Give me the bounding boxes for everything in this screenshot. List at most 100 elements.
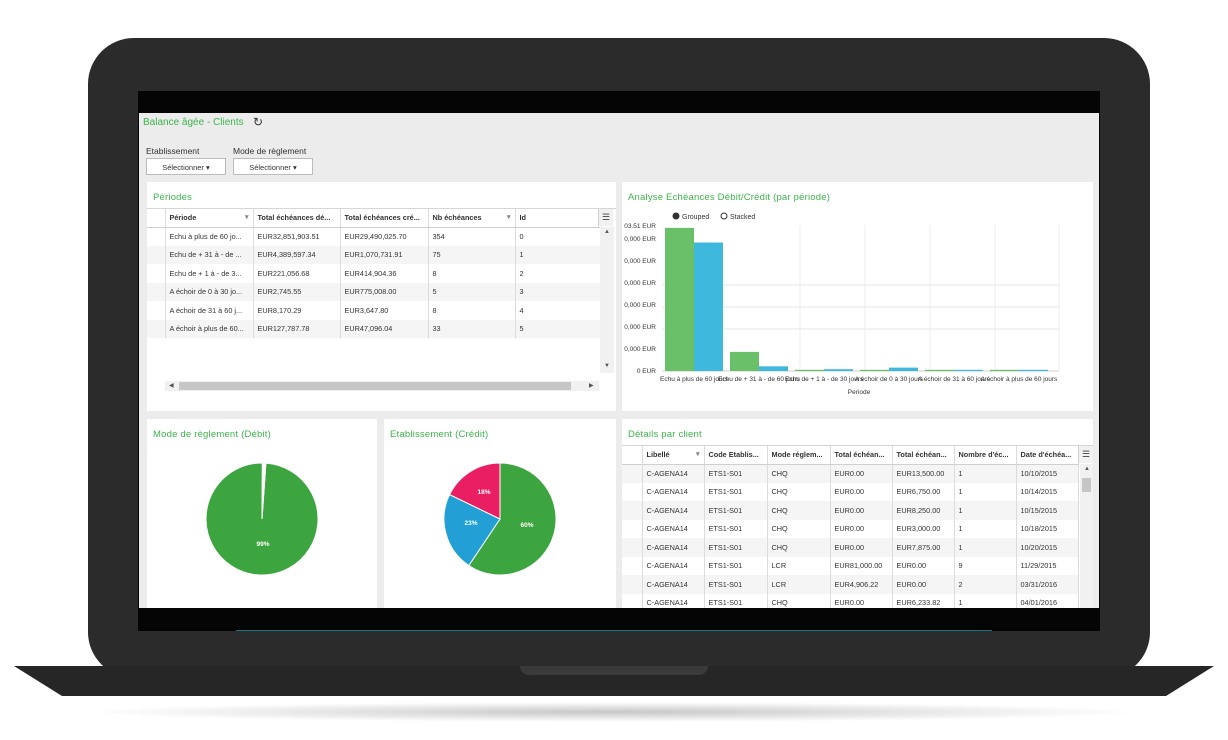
table-row[interactable]: A échoir de 31 à 60 j... EUR8,170.29 EUR… [147, 301, 602, 320]
table-cell: EUR6,233.82 [892, 593, 955, 608]
chevron-down-icon[interactable]: ▾ [506, 214, 511, 222]
column-header[interactable]: Code Etablis... [704, 446, 768, 465]
table-cell: 1 [954, 501, 1017, 520]
pie-slice-label: 23% [464, 520, 477, 527]
row-selector[interactable] [147, 245, 166, 264]
row-selector[interactable] [147, 319, 166, 338]
table-row[interactable]: C-AGENA14 ETS1-S01 LCR EUR81,000.00 EUR0… [622, 556, 1079, 575]
column-header[interactable]: Total échéan... [892, 446, 955, 465]
row-selector[interactable] [622, 482, 643, 501]
table-cell: C-AGENA14 [642, 464, 705, 483]
chevron-down-icon[interactable]: ▾ [695, 451, 700, 459]
table-row[interactable]: C-AGENA14 ETS1-S01 CHQ EUR0.00 EUR6,750.… [622, 482, 1079, 501]
etablissement-select-button[interactable]: Sélectionner ▾ [146, 158, 226, 175]
table-row[interactable]: Echu de + 31 à - de ... EUR4,389,597.34 … [147, 245, 602, 264]
table-row[interactable]: Echu à plus de 60 jo... EUR32,851,903.51… [147, 227, 602, 246]
bar [824, 369, 853, 371]
column-header-label: Libellé [646, 450, 670, 460]
row-selector[interactable] [147, 264, 166, 283]
table-cell: EUR414,904.36 [340, 264, 429, 283]
table-row[interactable]: C-AGENA14 ETS1-S01 CHQ EUR0.00 EUR13,500… [622, 464, 1079, 483]
table-cell: 10/18/2015 [1016, 519, 1079, 538]
pie-slice [448, 462, 501, 520]
table-cell: EUR0.00 [830, 482, 893, 501]
column-header[interactable]: Date d'échéa... [1016, 446, 1079, 465]
pie-slices [443, 462, 557, 576]
etab-credit-title: Etablissement (Crédit) [390, 429, 489, 440]
horizontal-scrollbar[interactable]: ◀ ▶ [165, 381, 599, 391]
scroll-up-icon[interactable]: ▲ [1084, 466, 1090, 472]
table-row[interactable]: C-AGENA14 ETS1-S01 CHQ EUR0.00 EUR6,233.… [622, 593, 1079, 608]
column-header[interactable]: Libellé ▾ [642, 446, 705, 465]
scroll-up-icon[interactable]: ▲ [604, 229, 610, 235]
vertical-scrollbar[interactable]: ▲ [1080, 464, 1093, 608]
table-cell: EUR3,000.00 [892, 519, 955, 538]
table-cell: A échoir à plus de 60... [165, 319, 254, 338]
table-cell: 75 [428, 245, 516, 264]
row-selector[interactable] [147, 301, 166, 320]
table-cell: EUR0.00 [830, 519, 893, 538]
row-selector[interactable] [622, 501, 643, 520]
column-header[interactable]: Nb échéances ▾ [428, 209, 516, 228]
row-selector[interactable] [622, 575, 643, 594]
table-row[interactable]: C-AGENA14 ETS1-S01 LCR EUR4,906.22 EUR0.… [622, 575, 1079, 594]
table-row[interactable]: Echu de + 1 à - de 3... EUR221,056.68 EU… [147, 264, 602, 283]
column-header[interactable]: Total échéances dé... [253, 209, 341, 228]
x-tick-label: A échoir de 0 à 30 jours [855, 376, 924, 383]
table-row[interactable]: C-AGENA14 ETS1-S01 CHQ EUR0.00 EUR8,250.… [622, 501, 1079, 520]
grouped-radio-icon[interactable] [672, 212, 680, 220]
row-selector[interactable] [622, 464, 643, 483]
etablissement-filter-label: Etablissement [146, 146, 200, 156]
column-header[interactable]: Période ▾ [165, 209, 254, 228]
bar [860, 369, 889, 371]
scroll-left-icon[interactable]: ◀ [169, 383, 174, 389]
mode-reglement-select-button[interactable]: Sélectionner ▾ [233, 158, 313, 175]
row-selector[interactable] [147, 282, 166, 301]
column-header[interactable]: Id [515, 209, 602, 228]
column-header[interactable]: Mode réglem... [767, 446, 831, 465]
refresh-icon[interactable]: ↻ [253, 115, 264, 129]
table-cell: 1 [515, 245, 602, 264]
row-selector[interactable] [622, 593, 643, 608]
vertical-scrollbar[interactable]: ▲ ▼ [600, 227, 614, 373]
column-header[interactable]: Nombre d'éc... [954, 446, 1017, 465]
bar [990, 369, 1019, 371]
scroll-down-icon[interactable]: ▼ [604, 363, 610, 369]
table-row[interactable]: C-AGENA14 ETS1-S01 CHQ EUR0.00 EUR3,000.… [622, 519, 1079, 538]
row-selector[interactable] [622, 538, 643, 557]
grid-menu-icon[interactable]: ☰ [1078, 446, 1093, 463]
row-selector[interactable] [622, 556, 643, 575]
column-header[interactable]: Total échéan... [830, 446, 893, 465]
table-cell: EUR0.00 [830, 501, 893, 520]
table-cell: EUR8,250.00 [892, 501, 955, 520]
table-cell: EUR0.00 [892, 556, 955, 575]
y-tick-label: 0,000 EUR [624, 258, 656, 265]
bar [925, 369, 954, 371]
grid-menu-icon[interactable]: ☰ [598, 209, 613, 226]
horizontal-scrollbar-thumb[interactable] [179, 382, 571, 390]
column-header[interactable]: Total échéances cré... [340, 209, 429, 228]
bar [889, 367, 918, 371]
table-row[interactable]: A échoir à plus de 60... EUR127,787.78 E… [147, 319, 602, 338]
scroll-right-icon[interactable]: ▶ [589, 383, 594, 389]
table-cell: 5 [515, 319, 602, 338]
row-selector[interactable] [622, 519, 643, 538]
pie-slice-label: 60% [520, 522, 533, 529]
table-cell: EUR32,851,903.51 [253, 227, 341, 246]
row-selector[interactable] [147, 227, 166, 246]
chevron-down-icon[interactable]: ▾ [244, 214, 249, 222]
bar [730, 351, 759, 371]
periodes-table: Période ▾ Total échéances dé... Total éch… [147, 209, 602, 338]
stacked-radio-icon[interactable] [720, 212, 728, 220]
table-row[interactable]: C-AGENA14 ETS1-S01 CHQ EUR0.00 EUR7,875.… [622, 538, 1079, 557]
vertical-scrollbar-thumb[interactable] [1082, 478, 1091, 492]
table-row[interactable]: A échoir de 0 à 30 jo... EUR2,745.55 EUR… [147, 282, 602, 301]
table-cell: 1 [954, 464, 1017, 483]
legend-grouped-label: Grouped [682, 214, 709, 221]
table-cell: ETS1-S01 [704, 575, 768, 594]
screen-bottom-line [236, 630, 992, 631]
table-cell: EUR127,787.78 [253, 319, 341, 338]
table-cell: EUR0.00 [830, 464, 893, 483]
etab-credit-pie-chart: 60% 23% 18% [443, 462, 557, 576]
table-cell: ETS1-S01 [704, 482, 768, 501]
